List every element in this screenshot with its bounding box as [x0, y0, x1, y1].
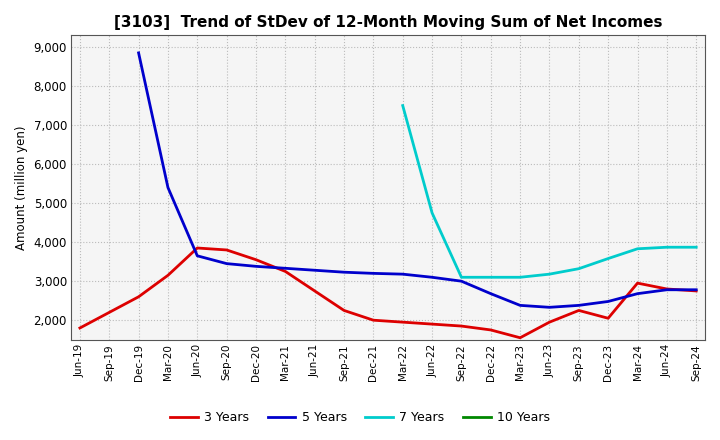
7 Years	[662, 245, 671, 250]
5 Years	[516, 303, 524, 308]
3 Years	[369, 318, 378, 323]
5 Years	[545, 304, 554, 310]
5 Years	[193, 253, 202, 258]
Title: [3103]  Trend of StDev of 12-Month Moving Sum of Net Incomes: [3103] Trend of StDev of 12-Month Moving…	[114, 15, 662, 30]
5 Years	[604, 299, 613, 304]
7 Years	[457, 275, 466, 280]
3 Years	[398, 319, 407, 325]
5 Years	[340, 270, 348, 275]
3 Years	[487, 327, 495, 333]
7 Years	[487, 275, 495, 280]
Line: 5 Years: 5 Years	[138, 53, 696, 307]
3 Years	[575, 308, 583, 313]
3 Years	[163, 273, 172, 278]
3 Years	[134, 294, 143, 300]
5 Years	[398, 271, 407, 277]
5 Years	[163, 185, 172, 190]
3 Years	[222, 247, 231, 253]
Line: 3 Years: 3 Years	[80, 248, 696, 338]
Y-axis label: Amount (million yen): Amount (million yen)	[15, 125, 28, 250]
5 Years	[428, 275, 436, 280]
3 Years	[457, 323, 466, 329]
3 Years	[105, 310, 114, 315]
5 Years	[487, 291, 495, 296]
7 Years	[604, 256, 613, 261]
5 Years	[457, 279, 466, 284]
5 Years	[281, 266, 289, 271]
3 Years	[633, 280, 642, 286]
5 Years	[369, 271, 378, 276]
5 Years	[134, 50, 143, 55]
3 Years	[428, 322, 436, 327]
5 Years	[692, 287, 701, 293]
5 Years	[252, 264, 261, 269]
5 Years	[633, 291, 642, 296]
5 Years	[575, 303, 583, 308]
7 Years	[692, 245, 701, 250]
3 Years	[252, 257, 261, 262]
5 Years	[222, 261, 231, 266]
5 Years	[662, 287, 671, 293]
3 Years	[604, 315, 613, 321]
3 Years	[692, 288, 701, 293]
7 Years	[428, 210, 436, 216]
Legend: 3 Years, 5 Years, 7 Years, 10 Years: 3 Years, 5 Years, 7 Years, 10 Years	[166, 407, 554, 429]
7 Years	[398, 103, 407, 108]
7 Years	[545, 271, 554, 277]
3 Years	[662, 286, 671, 292]
7 Years	[516, 275, 524, 280]
5 Years	[310, 268, 319, 273]
7 Years	[633, 246, 642, 251]
3 Years	[340, 308, 348, 313]
7 Years	[575, 266, 583, 271]
3 Years	[310, 288, 319, 293]
3 Years	[76, 325, 84, 330]
3 Years	[516, 335, 524, 341]
Line: 7 Years: 7 Years	[402, 106, 696, 277]
3 Years	[545, 319, 554, 325]
3 Years	[281, 269, 289, 274]
3 Years	[193, 246, 202, 251]
